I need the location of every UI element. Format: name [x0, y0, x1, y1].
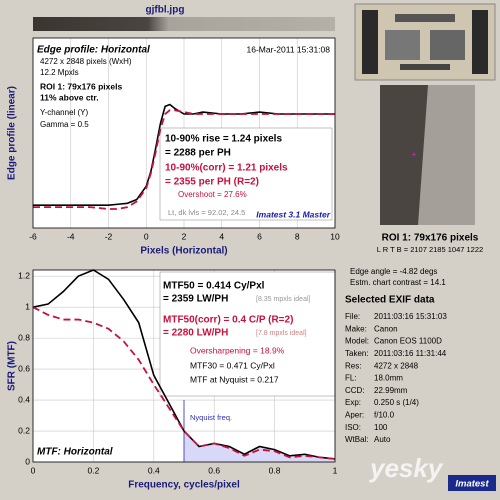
exif-value: 2011:03:16 15:31:03	[374, 312, 447, 321]
annotation: Gamma = 0.5	[40, 120, 89, 129]
exif-key: Make:	[345, 324, 367, 333]
annotation: 11% above ctr.	[40, 92, 99, 102]
exif-value: 0.250 s (1/4)	[374, 398, 419, 407]
exif-key: Res:	[345, 361, 361, 370]
x-tick-label: 8	[295, 231, 300, 241]
chart-contrast: Estm. chart contrast = 14.1	[350, 278, 446, 287]
info-box	[159, 271, 336, 397]
roi-coords: L R T B = 2107 2185 1047 1222	[377, 245, 483, 254]
x-tick-label: -2	[105, 231, 113, 241]
y-tick-label: 0	[25, 456, 30, 466]
exif-value: 4272 x 2848	[374, 361, 419, 370]
exif-value: Canon	[374, 324, 398, 333]
x-tick-label: 10	[330, 231, 340, 241]
nyquist-area	[184, 431, 335, 462]
exif-title: Selected EXIF data	[345, 295, 435, 306]
y-axis-label: Edge profile (linear)	[7, 86, 18, 180]
annotation: [7.8 mpxls ideal]	[256, 330, 307, 337]
series-line	[33, 103, 335, 206]
exif-key: WtBal:	[345, 435, 369, 444]
x-tick-label: 1	[333, 465, 338, 475]
y-tick-label: 0.4	[18, 394, 30, 404]
y-tick-label: 1	[25, 301, 30, 311]
x-tick-label: -4	[67, 231, 75, 241]
x-axis-label: Frequency, cycles/pixel	[128, 480, 240, 491]
annotation: [8.35 mpxls ideal]	[256, 296, 311, 303]
exif-key: CCD:	[345, 386, 365, 395]
annotation: MTF at Nyquist = 0.217	[190, 374, 279, 384]
exif-key: File:	[345, 312, 360, 321]
exif-key: Aper:	[345, 411, 364, 420]
y-tick-label: 1.2	[18, 270, 30, 280]
roi-label: ROI 1: 79x176 pixels	[382, 233, 479, 244]
annotation: MTF50 = 0.414 Cy/Pxl	[163, 281, 265, 292]
x-tick-label: 0	[144, 231, 149, 241]
roi-crop: +	[380, 85, 475, 225]
x-tick-label: 0.2	[87, 465, 99, 475]
annotation: = 2288 per PH	[165, 148, 231, 159]
annotation: Imatest 3.1 Master	[256, 209, 330, 219]
exif-key: Model:	[345, 337, 369, 346]
edge-strip	[33, 17, 335, 31]
annotation: Oversharpening = 18.9%	[190, 345, 285, 355]
annotation: 16-Mar-2011 15:31:08	[247, 44, 331, 54]
series-line	[33, 109, 335, 210]
series-line	[32, 306, 336, 460]
annotation: MTF: Horizontal	[37, 447, 113, 458]
x-tick-label: 2	[182, 231, 187, 241]
x-tick-label: 0.4	[148, 465, 160, 475]
exif-value: 18.0mm	[374, 374, 403, 383]
logo-box	[448, 475, 496, 491]
annotation: Overshoot = 27.6%	[178, 190, 247, 199]
exif-value: f/10.0	[374, 411, 395, 420]
x-axis-label: Pixels (Horizontal)	[140, 246, 227, 257]
exif-key: Exp:	[345, 398, 361, 407]
annotation: Lt, dk lvls = 92.02, 24.5	[168, 208, 245, 217]
exif-value: 100	[374, 423, 388, 432]
annotation: = 2359 LW/PH	[163, 294, 228, 305]
y-tick-label: 0.2	[18, 425, 30, 435]
annotation: MTF30 = 0.471 Cy/Pxl	[190, 360, 275, 370]
exif-key: ISO:	[345, 423, 361, 432]
exif-key: FL:	[345, 374, 357, 383]
svg-text:+: +	[412, 150, 417, 159]
annotation: MTF50(corr) = 0.4 C/P (R=2)	[163, 315, 293, 326]
exif-value: Auto	[374, 435, 391, 444]
x-tick-label: 0	[31, 465, 36, 475]
plot-frame	[32, 269, 336, 463]
annotation: 10-90% rise = 1.24 pixels	[165, 134, 282, 145]
exif-value: Canon EOS 1100D	[374, 337, 442, 346]
y-tick-label: 0.8	[18, 332, 30, 342]
annotation: 12.2 Mpxls	[40, 68, 79, 77]
edge-angle: Edge angle = -4.82 degs	[350, 267, 437, 276]
annotation: Edge profile: Horizontal	[37, 45, 150, 56]
series-line	[32, 269, 336, 460]
annotation: 4272 x 2848 pixels (WxH)	[40, 57, 132, 66]
exif-value: 2011:03:16 11:31:44	[374, 349, 447, 358]
x-tick-label: 0.8	[269, 465, 281, 475]
y-axis-label: SFR (MTF)	[7, 341, 18, 391]
exif-value: 22.99mm	[374, 386, 408, 395]
x-tick-label: 6	[257, 231, 262, 241]
info-box	[159, 127, 333, 221]
annotation: Nyquist freq.	[190, 413, 232, 422]
y-tick-label: 0.6	[18, 363, 30, 373]
x-tick-label: 4	[219, 231, 224, 241]
logo: Imatest	[455, 479, 489, 490]
x-tick-label: -6	[29, 231, 37, 241]
page-title: gjfbl.jpg	[146, 5, 185, 16]
annotation: ROI 1: 79x176 pixels	[40, 81, 122, 91]
plot-frame	[32, 37, 336, 229]
annotation: = 2355 per PH (R=2)	[165, 177, 259, 188]
x-tick-label: 0.6	[208, 465, 220, 475]
annotation: Y-channel (Y)	[40, 108, 89, 117]
exif-key: Taken:	[345, 349, 369, 358]
thumbnail	[354, 3, 496, 81]
annotation: 10-90%(corr) = 1.21 pixels	[165, 163, 288, 174]
annotation: = 2280 LW/PH	[163, 328, 228, 339]
watermark: yesky	[368, 453, 444, 483]
